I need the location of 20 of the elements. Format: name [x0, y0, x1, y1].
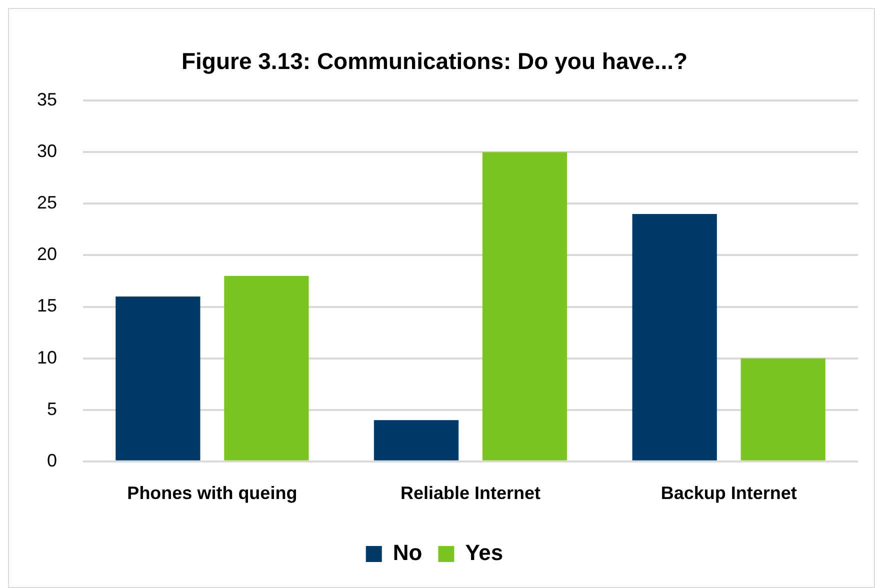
legend-label: No	[392, 540, 422, 566]
bar	[224, 276, 309, 460]
y-tick-label: 5	[47, 398, 58, 419]
bar	[740, 358, 826, 460]
x-tick-label: Reliable Internet	[400, 483, 541, 504]
y-tick-label: 10	[36, 347, 58, 368]
y-tick-label: 15	[36, 296, 58, 316]
y-tick-label: 0	[47, 450, 58, 470]
legend-label: Yes	[465, 540, 504, 566]
bar	[632, 214, 717, 460]
bar	[116, 296, 200, 460]
y-tick-label: 30	[36, 141, 58, 162]
chart-title: Figure 3.13: Communications: Do you have...?	[181, 48, 688, 74]
y-tick-label: 25	[36, 192, 58, 213]
bar	[374, 420, 459, 460]
bar	[482, 152, 568, 460]
y-tick-label: 35	[36, 90, 58, 110]
x-tick-label: Backup Internet	[660, 483, 797, 504]
y-tick-label: 20	[36, 244, 58, 264]
x-tick-label: Phones with queing	[127, 483, 298, 504]
